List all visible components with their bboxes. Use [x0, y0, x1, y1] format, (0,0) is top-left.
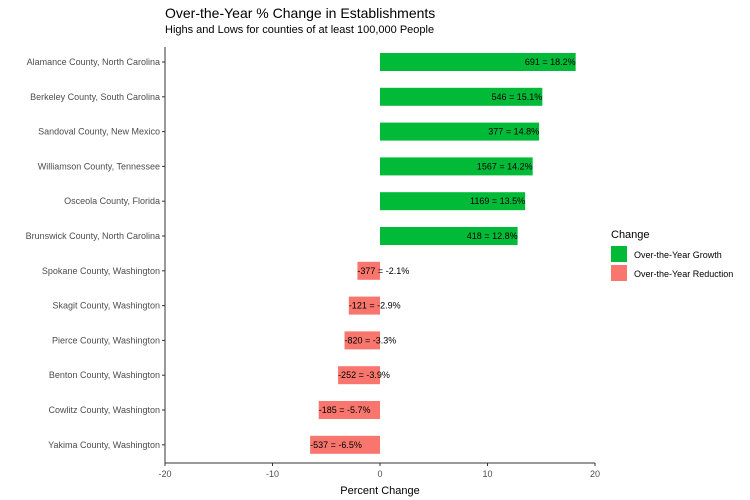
y-tick-label: Yakima County, Washington [48, 440, 160, 450]
y-tick-label: Spokane County, Washington [42, 266, 160, 276]
chart-subtitle: Highs and Lows for counties of at least … [165, 24, 435, 36]
x-axis: -20 -10 0 10 20 [158, 47, 600, 479]
bar-label: 691 = 18.2% [525, 57, 576, 67]
x-axis-title: Percent Change [340, 485, 420, 497]
y-tick-label: Sandoval County, New Mexico [38, 127, 160, 137]
bar [380, 87, 543, 106]
bar-label: -377 = -2.1% [357, 266, 409, 276]
bar-label: 418 = 12.8% [467, 231, 518, 241]
bar [380, 53, 576, 71]
x-tick-label: -10 [266, 469, 279, 479]
bar-label: 1567 = 14.2% [477, 161, 533, 171]
x-tick-label: 20 [590, 469, 600, 479]
bar [380, 227, 518, 245]
bar [380, 157, 533, 176]
bars-layer [310, 53, 576, 454]
bar-labels: 691 = 18.2% 546 = 15.1% 377 = 14.8% 1567 = … [310, 57, 576, 450]
bar-label: -820 = -3.3% [345, 335, 397, 345]
legend-label: Over-the-Year Reduction [634, 269, 733, 279]
x-tick-label: 0 [377, 469, 382, 479]
bar [318, 401, 380, 419]
bar [380, 192, 526, 211]
bar [357, 261, 380, 280]
bar-label: -121 = -2.9% [349, 301, 401, 311]
y-tick-label: Osceola County, Florida [64, 196, 160, 206]
bar-label: -537 = -6.5% [310, 440, 362, 450]
bar-label: 546 = 15.1% [492, 92, 543, 102]
x-tick-label: 10 [482, 469, 492, 479]
bar [380, 122, 540, 141]
y-tick-label: Brunswick County, North Carolina [26, 231, 160, 241]
legend-title: Change [611, 229, 650, 241]
legend-label: Over-the-Year Growth [634, 250, 722, 260]
chart-title: Over-the-Year % Change in Establishments [165, 5, 436, 21]
y-axis-labels: Alamance County, North Carolina Berkeley … [26, 57, 160, 450]
y-tick-label: Skagit County, Washington [52, 301, 160, 311]
bar-label: -252 = -3.9% [338, 370, 390, 380]
y-tick-label: Berkeley County, South Carolina [30, 92, 160, 102]
legend-swatch [611, 265, 627, 281]
bar [344, 331, 380, 350]
legend: Change Over-the-Year Growth Over-the-Year … [611, 229, 733, 281]
bar [348, 296, 380, 315]
y-tick-label: Cowlitz County, Washington [48, 405, 160, 415]
bar [338, 366, 380, 385]
bar-label: 1169 = 13.5% [470, 196, 525, 206]
y-tick-label: Pierce County, Washington [52, 335, 160, 345]
y-tick-label: Alamance County, North Carolina [27, 57, 160, 67]
bar [310, 435, 380, 454]
bar-label: -185 = -5.7% [319, 405, 371, 415]
legend-swatch [611, 246, 627, 262]
y-tick-label: Benton County, Washington [49, 370, 160, 380]
bar-label: 377 = 14.8% [488, 127, 539, 137]
x-tick-label: -20 [158, 469, 171, 479]
y-tick-label: Williamson County, Tennessee [38, 161, 160, 171]
